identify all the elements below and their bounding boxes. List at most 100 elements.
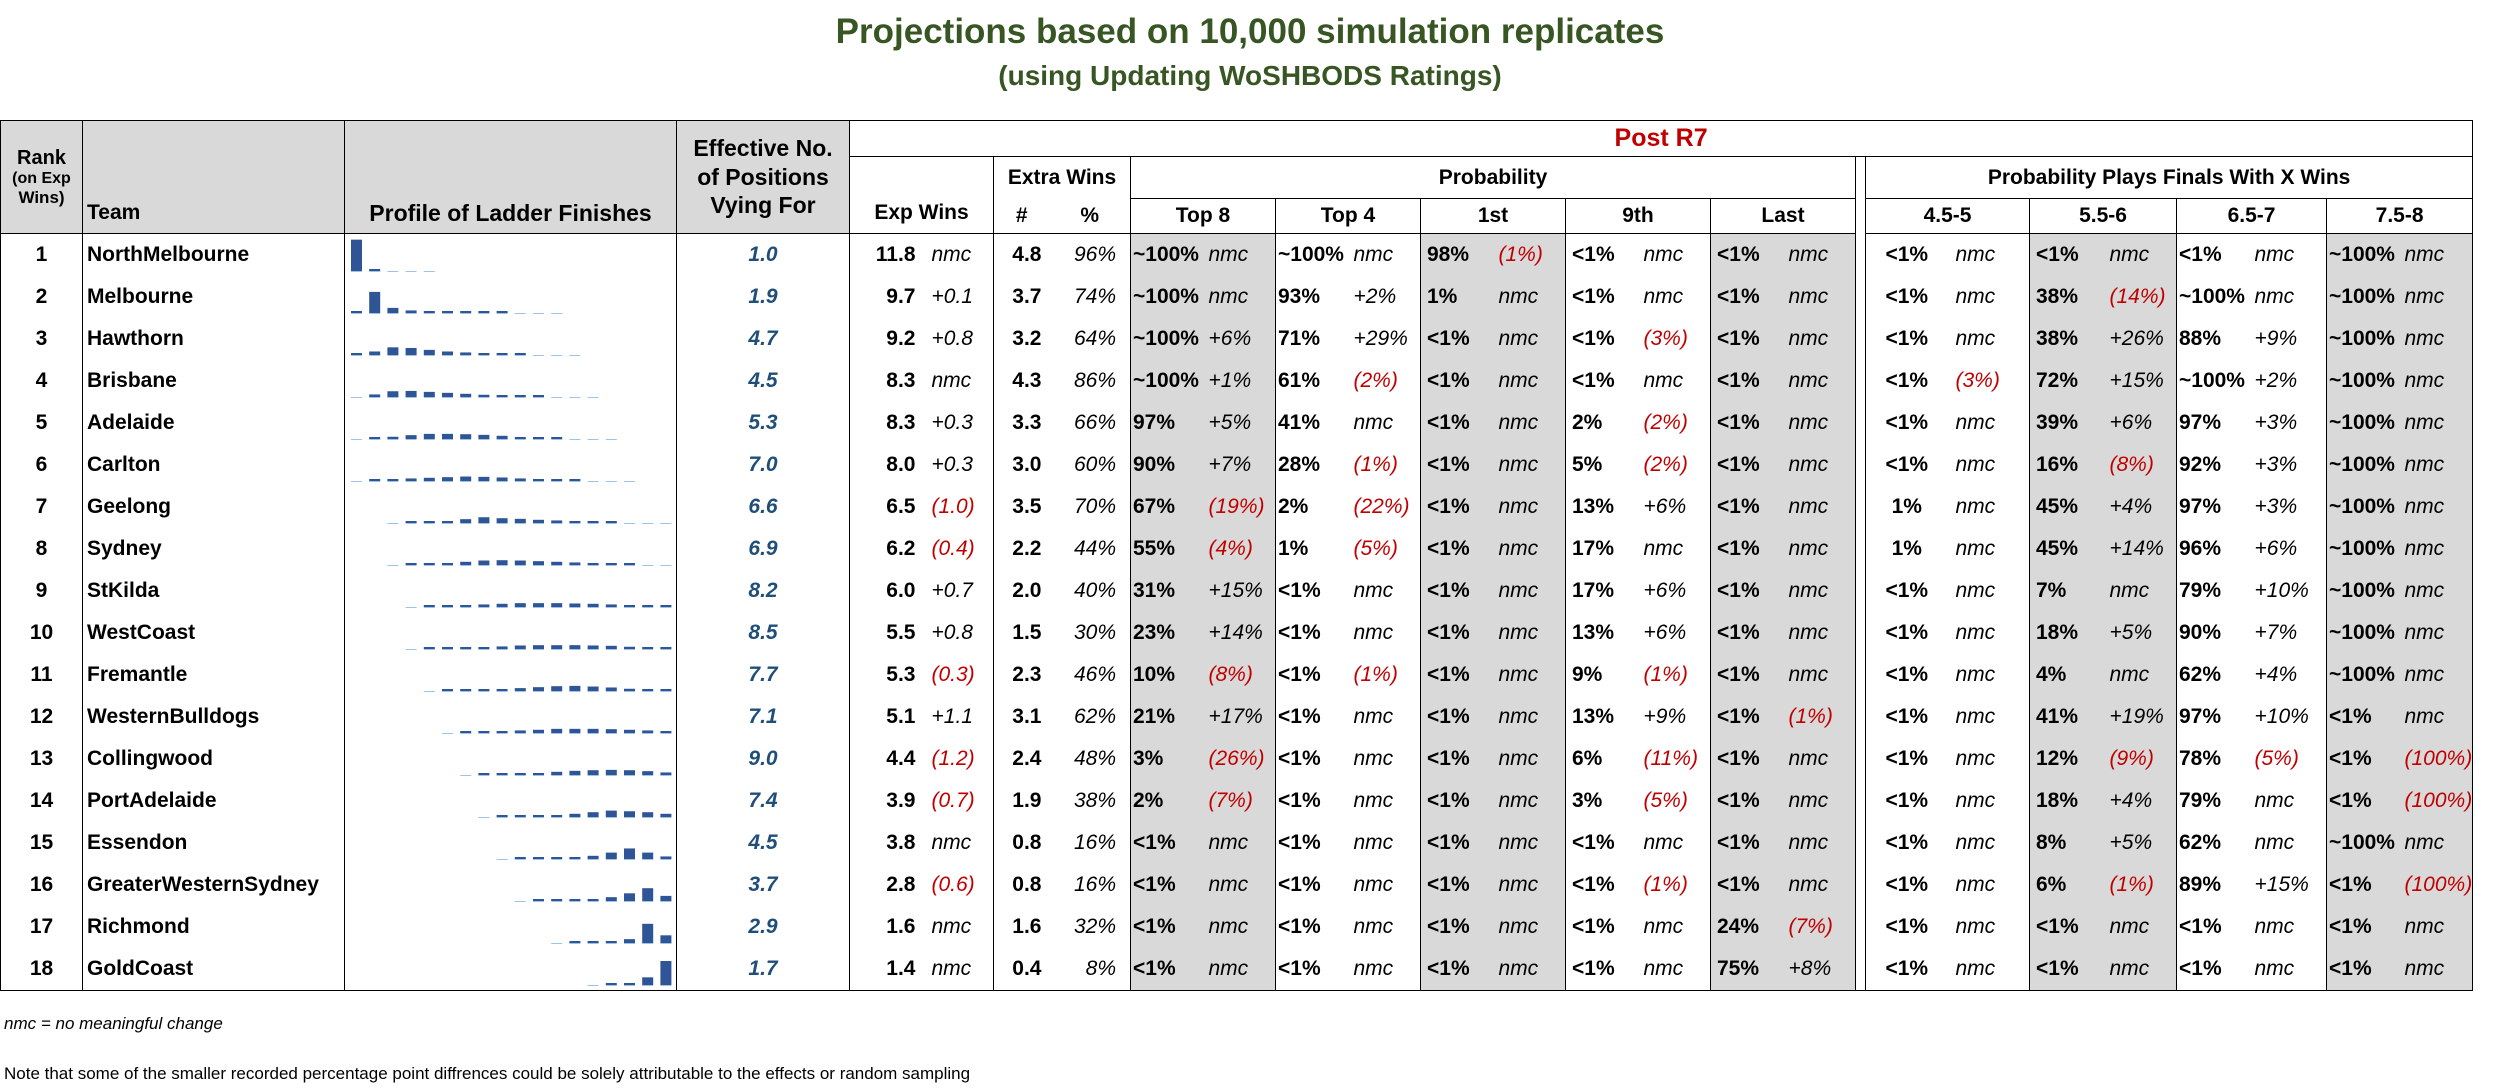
last-change-cell: nmc — [1780, 318, 1856, 360]
first-cell: <1% — [1420, 486, 1491, 528]
last-cell: 24% — [1710, 906, 1781, 948]
finals-5-6-change-cell: +6% — [2101, 402, 2177, 444]
finals-5-6-cell: 45% — [2029, 486, 2102, 528]
profile-bar — [460, 605, 472, 607]
finals-5-6-cell: 12% — [2029, 738, 2102, 780]
profile-bar — [587, 899, 599, 901]
finals-7-8-change-cell: nmc — [2396, 654, 2474, 696]
profile-bar — [496, 689, 508, 691]
profile-bar — [423, 433, 435, 439]
profile-bar — [405, 478, 417, 481]
effective-positions-cell: 6.6 — [676, 486, 850, 528]
exp-wins-change-cell: (0.4) — [923, 528, 994, 570]
finals-5-6-change-cell: (1%) — [2101, 864, 2177, 906]
profile-bar — [387, 347, 399, 355]
ninth-header: 9th — [1565, 198, 1711, 234]
last-cell: <1% — [1710, 780, 1781, 822]
profile-bar — [587, 941, 599, 943]
profile-bar — [660, 856, 672, 859]
rank-cell: 8 — [0, 528, 83, 570]
ninth-cell: 5% — [1572, 453, 1603, 476]
profile-svg — [496, 848, 672, 860]
profile-svg — [405, 645, 672, 650]
finals-7-8-cell: ~100% — [2326, 570, 2397, 612]
spacer-cell — [1855, 402, 1866, 444]
ninth-cell: <1% — [1565, 948, 1636, 991]
profile-svg — [460, 769, 672, 776]
profile-bar — [514, 518, 526, 523]
profile-bar — [423, 477, 435, 481]
table-row: 9 StKilda 8.2 6.0 +0.7 2.0 40% 31% +15% <1% nmc <1%… — [0, 570, 2474, 612]
top8-change-cell: +5% — [1200, 402, 1276, 444]
top8-cell: ~100% — [1130, 233, 1201, 276]
profile-bar — [551, 520, 563, 523]
finals-7-8-change-cell: nmc — [2396, 402, 2474, 444]
finals-4-5-cell: <1% — [1885, 915, 1929, 938]
top8-change-cell: (19%) — [1200, 486, 1276, 528]
profile-bar — [551, 437, 563, 439]
spacer-cell — [1855, 612, 1866, 654]
spacer-cell — [1855, 780, 1866, 822]
finals-6-7-cell: 92% — [2179, 453, 2222, 476]
profile-bar — [533, 645, 544, 649]
first-cell: <1% — [1420, 906, 1491, 948]
exp-wins-cell: 1.6 — [886, 915, 916, 938]
profile-bar — [387, 307, 399, 313]
profile-bar — [569, 899, 581, 901]
profile-bar — [369, 291, 381, 313]
profile-bar — [569, 521, 581, 523]
profile-bar — [587, 812, 599, 817]
profile-bar — [533, 437, 544, 439]
finals-7-8-change-cell: nmc — [2396, 276, 2474, 318]
last-change-cell: nmc — [1780, 612, 1856, 654]
effective-positions-cell: 1.7 — [676, 948, 850, 991]
extra-wins-num-cell: 2.2 — [1012, 537, 1042, 560]
ninth-cell: <1% — [1572, 285, 1615, 308]
exp-wins-change-cell: nmc — [923, 906, 994, 948]
profile-bar — [624, 811, 635, 817]
finals-4-5-cell: 1% — [1891, 495, 1922, 518]
first-change-cell: nmc — [1490, 486, 1566, 528]
ninth-cell: <1% — [1572, 243, 1615, 266]
profile-bar — [514, 773, 526, 775]
ladder-profile-chart — [344, 654, 677, 696]
profile-bar — [478, 604, 490, 607]
finals-4-5-change-cell: nmc — [1947, 864, 2030, 906]
top8-change-cell: (26%) — [1200, 738, 1276, 780]
top4-cell: <1% — [1278, 747, 1321, 770]
spacer-cell — [1855, 276, 1866, 318]
profile-bar — [496, 815, 508, 817]
table-row: 2 Melbourne 1.9 9.7 +0.1 3.7 74% ~100% nmc 93% +2%… — [0, 276, 2474, 318]
exp-wins-header: Exp Wins — [849, 156, 994, 234]
profile-bar — [660, 647, 672, 649]
spacer-cell — [1855, 233, 1866, 276]
profile-bar — [514, 603, 526, 607]
last-cell: <1% — [1710, 822, 1781, 864]
first-header: 1st — [1420, 198, 1566, 234]
finals-5-6-cell: 16% — [2029, 444, 2102, 486]
profile-bar — [624, 770, 635, 775]
profile-bar — [351, 239, 362, 271]
first-change-cell: nmc — [1490, 318, 1566, 360]
profile-bar — [514, 730, 526, 733]
top8-cell: ~100% — [1130, 360, 1201, 402]
last-cell: <1% — [1710, 233, 1781, 276]
exp-wins-cell: 1.4 — [849, 948, 924, 991]
profile-bar — [387, 479, 399, 481]
finals-4-5-change-cell: nmc — [1947, 276, 2030, 318]
first-cell: <1% — [1420, 822, 1491, 864]
top4-cell: 93% — [1278, 285, 1321, 308]
profile-bar — [478, 476, 490, 481]
finals-6-7-cell: 97% — [2179, 411, 2222, 434]
first-change-cell: nmc — [1490, 780, 1566, 822]
finals-4-5-cell: <1% — [1885, 285, 1929, 308]
profile-bar — [460, 561, 472, 565]
finals-6-7-change-cell: +4% — [2246, 654, 2327, 696]
top4-change-cell: nmc — [1345, 738, 1421, 780]
profile-bar — [460, 689, 472, 691]
finals-5-6-change-cell: nmc — [2101, 906, 2177, 948]
profile-bar — [605, 941, 617, 943]
profile-bar — [587, 563, 599, 565]
finals-5-6-change-cell: +19% — [2101, 696, 2177, 738]
profile-bar — [369, 437, 381, 439]
